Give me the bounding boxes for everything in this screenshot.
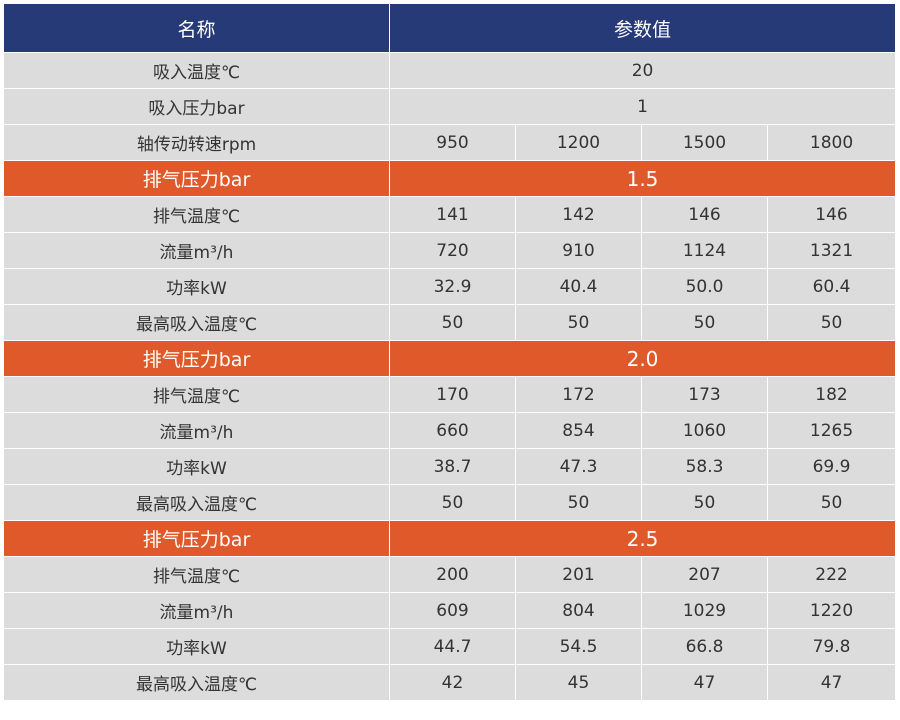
- cell-value: 50: [641, 484, 768, 521]
- header-row: 名称 参数值: [3, 3, 897, 53]
- cell-value: 1220: [766, 592, 897, 629]
- cell-value: 44.7: [389, 628, 516, 665]
- pressure-row: 排气压力bar 1.5: [3, 160, 897, 197]
- table-row: 流量m³/h 660 854 1060 1265: [3, 412, 897, 449]
- table-row: 功率kW 32.9 40.4 50.0 60.4: [3, 268, 897, 305]
- table-row: 流量m³/h 720 910 1124 1321: [3, 232, 897, 269]
- cell-value: 47: [766, 664, 897, 701]
- row-label: 功率kW: [3, 628, 390, 665]
- cell-value: 173: [641, 376, 768, 413]
- cell-value: 222: [766, 556, 897, 593]
- cell-value: 50: [515, 304, 642, 341]
- table-row: 排气温度℃ 200 201 207 222: [3, 556, 897, 593]
- cell-value: 146: [641, 196, 768, 233]
- cell-value: 50: [766, 484, 897, 521]
- cell-value: 200: [389, 556, 516, 593]
- cell-value: 142: [515, 196, 642, 233]
- cell-value: 146: [766, 196, 897, 233]
- row-label: 功率kW: [3, 268, 390, 305]
- row-label: 流量m³/h: [3, 232, 390, 269]
- cell-value: 660: [389, 412, 516, 449]
- cell-value: 1265: [766, 412, 897, 449]
- cell-value: 58.3: [641, 448, 768, 485]
- cell-value: 854: [515, 412, 642, 449]
- table-row: 流量m³/h 609 804 1029 1220: [3, 592, 897, 629]
- pressure-row: 排气压力bar 2.5: [3, 520, 897, 557]
- cell-value: 50: [389, 304, 516, 341]
- cell-value: 50.0: [641, 268, 768, 305]
- row-value: 1: [388, 88, 897, 125]
- cell-value: 32.9: [389, 268, 516, 305]
- row-label: 吸入温度℃: [3, 52, 390, 89]
- row-label: 流量m³/h: [3, 592, 390, 629]
- pressure-value: 2.0: [388, 340, 897, 377]
- cell-value: 79.8: [766, 628, 897, 665]
- table-row: 功率kW 38.7 47.3 58.3 69.9: [3, 448, 897, 485]
- row-label: 排气温度℃: [3, 196, 390, 233]
- cell-value: 804: [515, 592, 642, 629]
- cell-value: 1500: [641, 124, 768, 161]
- cell-value: 141: [389, 196, 516, 233]
- row-label: 流量m³/h: [3, 412, 390, 449]
- cell-value: 950: [389, 124, 516, 161]
- cell-value: 38.7: [389, 448, 516, 485]
- cell-value: 66.8: [641, 628, 768, 665]
- cell-value: 50: [389, 484, 516, 521]
- spec-table: 名称 参数值 吸入温度℃ 20 吸入压力bar 1 轴传动转速rpm 950 1…: [3, 3, 897, 701]
- cell-value: 50: [515, 484, 642, 521]
- header-name: 名称: [3, 3, 390, 53]
- pressure-label: 排气压力bar: [3, 160, 390, 197]
- header-value: 参数值: [388, 3, 897, 53]
- intake-pressure-row: 吸入压力bar 1: [3, 88, 897, 125]
- pressure-row: 排气压力bar 2.0: [3, 340, 897, 377]
- cell-value: 207: [641, 556, 768, 593]
- cell-value: 40.4: [515, 268, 642, 305]
- cell-value: 910: [515, 232, 642, 269]
- row-label: 排气温度℃: [3, 556, 390, 593]
- cell-value: 1800: [766, 124, 897, 161]
- table-row: 功率kW 44.7 54.5 66.8 79.8: [3, 628, 897, 665]
- cell-value: 182: [766, 376, 897, 413]
- cell-value: 69.9: [766, 448, 897, 485]
- cell-value: 1060: [641, 412, 768, 449]
- table-row: 最高吸入温度℃ 42 45 47 47: [3, 664, 897, 701]
- cell-value: 1029: [641, 592, 768, 629]
- cell-value: 54.5: [515, 628, 642, 665]
- speed-row: 轴传动转速rpm 950 1200 1500 1800: [3, 124, 897, 161]
- cell-value: 1200: [515, 124, 642, 161]
- cell-value: 201: [515, 556, 642, 593]
- cell-value: 720: [389, 232, 516, 269]
- table-row: 最高吸入温度℃ 50 50 50 50: [3, 304, 897, 341]
- row-label: 最高吸入温度℃: [3, 304, 390, 341]
- table-row: 排气温度℃ 170 172 173 182: [3, 376, 897, 413]
- cell-value: 50: [766, 304, 897, 341]
- intake-temp-row: 吸入温度℃ 20: [3, 52, 897, 89]
- cell-value: 609: [389, 592, 516, 629]
- table-row: 最高吸入温度℃ 50 50 50 50: [3, 484, 897, 521]
- pressure-value: 1.5: [388, 160, 897, 197]
- table-row: 排气温度℃ 141 142 146 146: [3, 196, 897, 233]
- cell-value: 1321: [766, 232, 897, 269]
- row-label: 最高吸入温度℃: [3, 664, 390, 701]
- cell-value: 172: [515, 376, 642, 413]
- pressure-value: 2.5: [388, 520, 897, 557]
- pressure-label: 排气压力bar: [3, 520, 390, 557]
- row-label: 最高吸入温度℃: [3, 484, 390, 521]
- row-value: 20: [388, 52, 897, 89]
- row-label: 轴传动转速rpm: [3, 124, 390, 161]
- cell-value: 42: [389, 664, 516, 701]
- cell-value: 45: [515, 664, 642, 701]
- cell-value: 47: [641, 664, 768, 701]
- row-label: 排气温度℃: [3, 376, 390, 413]
- cell-value: 50: [641, 304, 768, 341]
- row-label: 功率kW: [3, 448, 390, 485]
- row-label: 吸入压力bar: [3, 88, 390, 125]
- cell-value: 60.4: [766, 268, 897, 305]
- cell-value: 1124: [641, 232, 768, 269]
- cell-value: 170: [389, 376, 516, 413]
- pressure-label: 排气压力bar: [3, 340, 390, 377]
- cell-value: 47.3: [515, 448, 642, 485]
